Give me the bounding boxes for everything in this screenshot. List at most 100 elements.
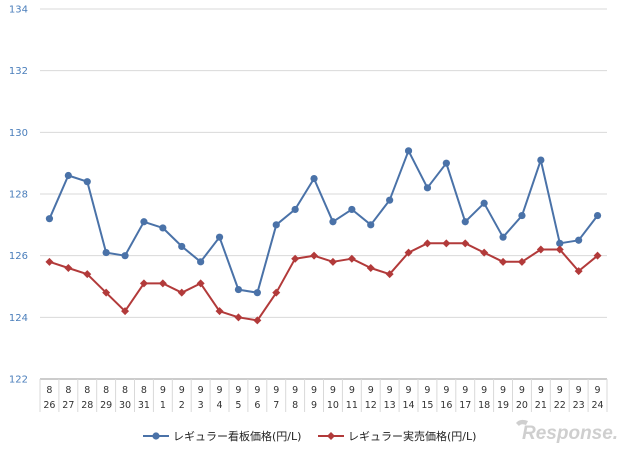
data-point [64, 171, 72, 180]
data-point [102, 288, 111, 297]
x-tick-label-month: 9 [254, 385, 260, 396]
data-point [45, 215, 54, 223]
data-point [253, 316, 262, 325]
data-point [121, 307, 130, 316]
x-tick-label-day: 16 [440, 400, 452, 411]
data-point [139, 279, 148, 288]
data-point [215, 307, 224, 316]
x-tick-label-day: 20 [516, 400, 528, 411]
series-line [48, 149, 599, 294]
x-tick-label-month: 9 [387, 385, 393, 396]
data-point [386, 196, 394, 204]
x-tick-label-month: 9 [292, 385, 298, 396]
x-tick-label-month: 9 [443, 385, 449, 396]
circle-marker-icon [143, 432, 169, 440]
x-tick-label-month: 9 [179, 385, 185, 396]
response-logo: Response. [512, 416, 632, 446]
x-tick-label-day: 19 [497, 400, 509, 411]
data-point [178, 242, 186, 251]
x-tick-label-month: 8 [46, 385, 52, 396]
x-tick-label-day: 23 [573, 400, 585, 411]
svg-text:Response.: Response. [522, 423, 618, 444]
data-point [461, 239, 470, 248]
x-tick-label-month: 9 [500, 385, 506, 396]
data-point [272, 221, 280, 229]
data-point [499, 257, 508, 266]
data-point [102, 248, 110, 257]
y-tick-label: 126 [9, 251, 28, 262]
data-point [404, 248, 413, 257]
data-point [347, 254, 356, 263]
data-point [556, 239, 564, 247]
x-tick-label-month: 9 [462, 385, 468, 396]
x-tick-label-day: 22 [554, 400, 566, 411]
data-point [404, 147, 413, 155]
x-tick-label-month: 9 [330, 385, 336, 396]
x-tick-label-month: 9 [311, 385, 317, 396]
data-point [367, 221, 375, 229]
data-point [461, 218, 469, 226]
y-tick-label: 130 [9, 128, 28, 139]
data-point [499, 233, 507, 241]
data-point [272, 288, 281, 297]
data-point [64, 264, 73, 272]
legend-item-actual-price: レギュラー実売価格(円/L) [318, 428, 476, 444]
x-tick-label-day: 4 [217, 400, 223, 411]
data-point [291, 205, 299, 214]
x-tick-label-month: 9 [406, 385, 412, 396]
x-tick-label-day: 9 [311, 400, 317, 411]
diamond-marker-icon [318, 432, 344, 440]
x-tick-label-month: 8 [65, 385, 71, 396]
data-point [574, 267, 583, 276]
x-tick-label-day: 17 [459, 400, 471, 411]
x-tick-label-day: 5 [235, 400, 241, 411]
x-tick-label-day: 28 [81, 400, 93, 411]
data-point [518, 211, 526, 220]
x-tick-label-day: 15 [421, 400, 433, 411]
x-tick-label-day: 21 [535, 400, 547, 411]
x-tick-label-day: 27 [62, 400, 74, 411]
x-tick-label-day: 7 [273, 400, 279, 411]
data-point [234, 285, 243, 294]
data-point [442, 159, 450, 167]
x-tick-label-day: 3 [198, 400, 204, 411]
data-point [537, 156, 545, 164]
x-tick-label-day: 24 [592, 400, 604, 411]
data-point [536, 245, 545, 254]
data-point [234, 313, 243, 322]
data-point [555, 245, 564, 254]
data-point [83, 178, 91, 186]
x-tick-label-day: 14 [403, 400, 415, 411]
data-point [253, 289, 261, 297]
data-point [83, 270, 92, 279]
data-point [177, 288, 186, 297]
x-tick-label-month: 9 [424, 385, 430, 396]
x-tick-label-day: 12 [365, 400, 377, 411]
data-point [45, 257, 54, 266]
x-tick-label-month: 9 [198, 385, 204, 396]
legend: レギュラー看板価格(円/L) レギュラー実売価格(円/L) [0, 428, 640, 444]
data-point [480, 248, 489, 257]
x-tick-label-day: 30 [119, 400, 131, 411]
x-tick-label-month: 9 [557, 385, 563, 396]
x-tick-label-month: 9 [481, 385, 487, 396]
x-tick-label-month: 8 [103, 385, 109, 396]
x-tick-label-day: 11 [346, 400, 358, 411]
x-tick-label-month: 9 [160, 385, 166, 396]
x-tick-label-month: 9 [595, 385, 601, 396]
x-tick-label-month: 9 [235, 385, 241, 396]
x-tick-label-month: 9 [273, 385, 279, 396]
data-point [310, 174, 318, 183]
x-tick-label-month: 8 [141, 385, 147, 396]
chart-series [45, 147, 602, 325]
x-tick-label-month: 9 [538, 385, 544, 396]
data-point [329, 218, 337, 226]
x-tick-label-day: 29 [100, 400, 112, 411]
data-point [366, 264, 375, 272]
data-point [291, 254, 300, 263]
y-tick-label: 124 [9, 313, 28, 324]
data-point [140, 218, 148, 226]
data-point [575, 236, 583, 244]
data-point [310, 251, 319, 260]
